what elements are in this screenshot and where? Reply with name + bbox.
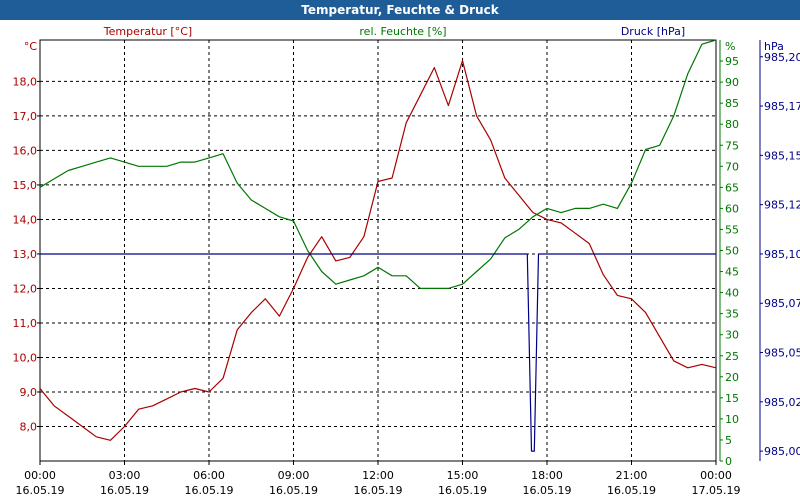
x-tick-label-date: 16.05.19 [185,484,234,497]
pressure-tick-label: 985,02 [764,396,800,409]
window-title-bar: Temperatur, Feuchte & Druck [0,0,800,20]
humidity-tick-label: 20 [725,371,739,384]
temp-axis-title: Temperatur [°C] [103,25,192,38]
humidity-unit-label: % [725,40,735,53]
temp-unit-label: °C [24,40,38,53]
pressure-tick-label: 985,07 [764,297,800,310]
window-title: Temperatur, Feuchte & Druck [301,3,499,17]
temp-tick-label: 8,0 [20,420,38,433]
humidity-tick-label: 80 [725,118,739,131]
temp-tick-label: 11,0 [13,317,38,330]
humidity-tick-label: 95 [725,55,739,68]
humidity-tick-label: 75 [725,139,739,152]
pressure-tick-label: 985,00 [764,445,800,458]
x-tick-label-date: 16.05.19 [523,484,572,497]
x-tick-label-date: 16.05.19 [100,484,149,497]
pressure-tick-label: 985,10 [764,248,800,261]
x-tick-label-time: 09:00 [278,469,310,482]
temp-tick-label: 12,0 [13,282,38,295]
humidity-tick-label: 90 [725,76,739,89]
humidity-tick-label: 55 [725,223,739,236]
humidity-tick-label: 50 [725,245,739,258]
x-tick-label-date: 16.05.19 [438,484,487,497]
pressure-series-line [40,253,716,452]
x-tick-label-date: 16.05.19 [607,484,656,497]
humidity-tick-label: 5 [725,434,732,447]
humidity-tick-label: 30 [725,329,739,342]
humidity-tick-label: 10 [725,413,739,426]
x-tick-label-date: 17.05.19 [692,484,741,497]
humidity-tick-label: 60 [725,202,739,215]
temperature-series-line [39,60,717,441]
x-tick-label-time: 15:00 [447,469,479,482]
temp-tick-label: 17,0 [13,110,38,123]
x-tick-label-time: 12:00 [362,469,394,482]
x-tick-label-time: 18:00 [531,469,563,482]
humidity-tick-label: 45 [725,266,739,279]
x-tick-label-time: 00:00 [24,469,56,482]
humidity-tick-label: 35 [725,308,739,321]
x-tick-label-time: 06:00 [193,469,225,482]
temp-tick-label: 14,0 [13,213,38,226]
temp-tick-label: 15,0 [13,179,38,192]
temp-tick-label: 13,0 [13,248,38,261]
temp-tick-label: 18,0 [13,75,38,88]
pressure-tick-label: 985,17 [764,100,800,113]
temp-tick-label: 16,0 [13,144,38,157]
x-tick-label-date: 16.05.19 [269,484,318,497]
pressure-unit-label: hPa [764,40,784,53]
temp-tick-label: 9,0 [20,386,38,399]
pressure-tick-label: 985,12 [764,199,800,212]
humidity-tick-label: 25 [725,350,739,363]
humidity-series-line [39,39,717,289]
humidity-tick-label: 65 [725,181,739,194]
humidity-tick-label: 15 [725,392,739,405]
x-tick-label-date: 16.05.19 [354,484,403,497]
x-tick-label-time: 21:00 [616,469,648,482]
x-tick-label-time: 03:00 [109,469,141,482]
humidity-axis-title: rel. Feuchte [%] [359,25,446,38]
humidity-tick-label: 70 [725,160,739,173]
humidity-tick-label: 40 [725,287,739,300]
pressure-tick-label: 985,05 [764,347,800,360]
pressure-tick-label: 985,20 [764,51,800,64]
x-tick-label-time: 00:00 [700,469,732,482]
humidity-tick-label: 85 [725,97,739,110]
x-tick-label-date: 16.05.19 [16,484,65,497]
pressure-tick-label: 985,15 [764,149,800,162]
humidity-tick-label: 0 [725,455,732,468]
temp-tick-label: 10,0 [13,351,38,364]
pressure-axis-title: Druck [hPa] [621,25,685,38]
